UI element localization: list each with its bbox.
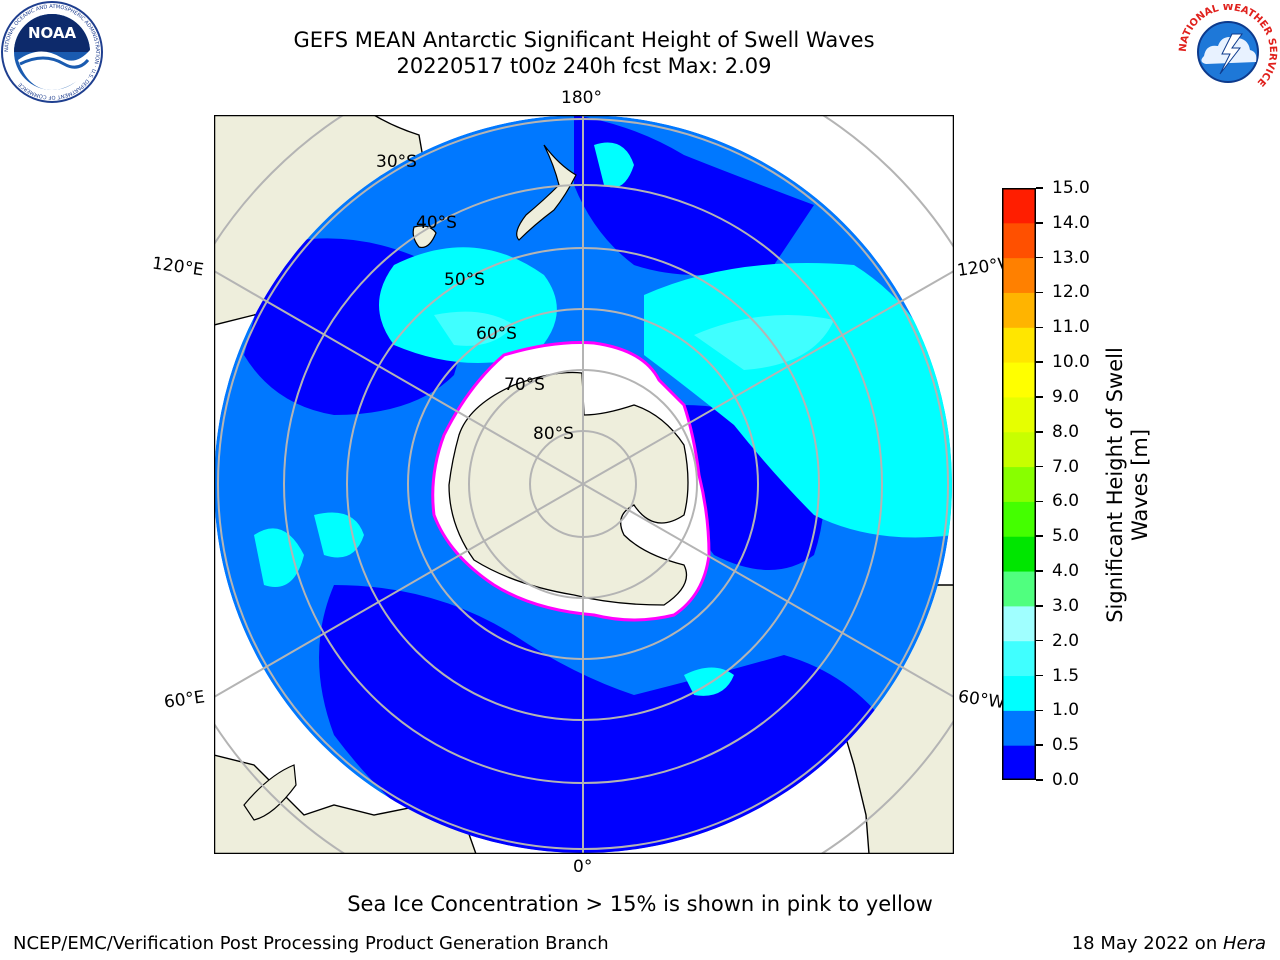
colorbar-segment <box>1002 188 1036 224</box>
colorbar-tick-label: 11.0 <box>1052 317 1090 338</box>
colorbar-segment <box>1002 675 1036 711</box>
colorbar-tick-mark <box>1036 291 1043 294</box>
lon-label-180: 180° <box>561 88 602 108</box>
colorbar-tick-mark <box>1036 256 1043 259</box>
colorbar-segment <box>1002 222 1036 259</box>
colorbar-tick-label: 4.0 <box>1052 561 1080 582</box>
colorbar-segment <box>1002 536 1036 572</box>
colorbar-segment <box>1002 327 1036 363</box>
sea-ice-note: Sea Ice Concentration > 15% is shown in … <box>347 892 933 916</box>
chart-title: GEFS MEAN Antarctic Significant Height o… <box>293 28 875 52</box>
colorbar-tick-mark <box>1036 431 1043 433</box>
colorbar-tick-label: 1.0 <box>1052 700 1080 721</box>
noaa-logo-icon: NOAA NATIONAL OCEANIC AND ATMOSPHERIC AD… <box>1 1 103 103</box>
colorbar-tick-label: 13.0 <box>1052 247 1090 268</box>
colorbar-tick-label: 15.0 <box>1052 178 1090 198</box>
colorbar-tick-label: 0.5 <box>1052 735 1080 756</box>
colorbar-tick-label: 14.0 <box>1052 212 1090 233</box>
footer-date: 18 May 2022 on Hera <box>1071 933 1266 954</box>
colorbar-tick-label: 7.0 <box>1052 456 1080 477</box>
lat-label-40s: 40°S <box>416 213 457 233</box>
colorbar-segment <box>1002 710 1036 746</box>
colorbar-tick-mark <box>1036 500 1043 503</box>
colorbar-tick-mark <box>1036 779 1043 781</box>
colorbar-tick-mark <box>1036 222 1043 224</box>
colorbar-segment <box>1002 605 1036 642</box>
colorbar-segment <box>1002 501 1036 537</box>
colorbar-tick-label: 0.0 <box>1052 770 1080 790</box>
colorbar-tick-mark <box>1036 570 1043 572</box>
colorbar-tick-label: 2.0 <box>1052 630 1080 651</box>
colorbar-segment <box>1002 571 1036 607</box>
colorbar-tick-label: 10.0 <box>1052 352 1090 373</box>
colorbar-tick-mark <box>1036 639 1043 642</box>
colorbar-tick-mark <box>1036 465 1043 468</box>
colorbar-segment <box>1002 640 1036 677</box>
lat-label-70s: 70°S <box>504 375 545 395</box>
nws-logo-icon: NATIONAL WEATHER SERVICE <box>1178 4 1278 98</box>
colorbar-segment <box>1002 745 1036 780</box>
colorbar-tick-mark <box>1036 326 1043 329</box>
colorbar-segment <box>1002 396 1036 433</box>
colorbar-tick-mark <box>1036 361 1043 363</box>
colorbar-tick-label: 3.0 <box>1052 595 1080 616</box>
colorbar-tick-mark <box>1036 744 1043 746</box>
colorbar-tick-label: 12.0 <box>1052 282 1090 303</box>
lat-label-60s: 60°S <box>476 324 517 344</box>
lon-label-60e: 60°E <box>162 687 207 713</box>
colorbar-segment <box>1002 257 1036 293</box>
noaa-logo-text: NOAA <box>28 24 77 42</box>
lat-label-50s: 50°S <box>444 270 485 290</box>
colorbar-tick-label: 9.0 <box>1052 386 1080 407</box>
colorbar-tick-mark <box>1036 709 1043 712</box>
colorbar-tick-mark <box>1036 605 1043 607</box>
colorbar-tick-label: 1.5 <box>1052 665 1080 686</box>
lon-label-0: 0° <box>573 857 593 877</box>
colorbar-tick-label: 8.0 <box>1052 421 1080 442</box>
colorbar-segment <box>1002 431 1036 468</box>
polar-map <box>214 115 954 854</box>
footer-credit: NCEP/EMC/Verification Post Processing Pr… <box>13 933 609 954</box>
colorbar-segment <box>1002 292 1036 328</box>
lon-label-120e: 120°E <box>150 253 205 281</box>
colorbar-tick-mark <box>1036 674 1043 677</box>
lat-label-80s: 80°S <box>533 424 574 444</box>
colorbar-tick-mark <box>1036 535 1043 537</box>
colorbar-segment <box>1002 362 1036 398</box>
lat-label-30s: 30°S <box>376 152 417 172</box>
colorbar-tick-label: 5.0 <box>1052 526 1080 547</box>
colorbar <box>1002 188 1036 780</box>
lon-label-60w: 60°W <box>956 686 1007 714</box>
colorbar-border <box>1002 188 1036 780</box>
colorbar-tick-mark <box>1036 187 1043 189</box>
colorbar-tick-mark <box>1036 396 1043 398</box>
colorbar-segment <box>1002 466 1036 502</box>
chart-subtitle: 20220517 t00z 240h fcst Max: 2.09 <box>396 54 772 78</box>
colorbar-tick-label: 6.0 <box>1052 491 1080 512</box>
